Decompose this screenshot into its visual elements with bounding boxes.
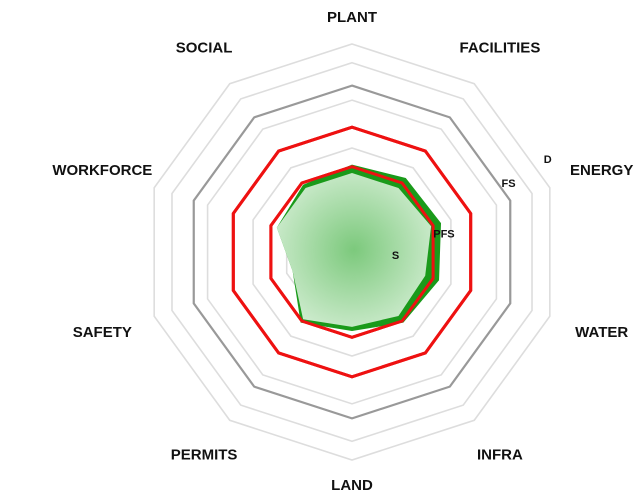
axis-label: PERMITS	[171, 447, 238, 464]
ring	[269, 165, 435, 339]
axis-label: ENERGY	[570, 162, 633, 179]
ring	[171, 61, 533, 443]
stage-label: D	[544, 154, 552, 166]
stage-label: FS	[502, 178, 516, 190]
ring	[231, 125, 473, 379]
axis-label: SOCIAL	[176, 39, 233, 56]
axis-label: FACILITIES	[459, 39, 540, 56]
ring	[192, 84, 512, 420]
axis-label: INFRA	[477, 447, 523, 464]
ring	[252, 147, 452, 357]
axis-label: WATER	[575, 324, 628, 341]
stage-label: S	[392, 250, 399, 262]
stage-label: PFS	[433, 228, 454, 240]
axis-label: PLANT	[327, 9, 377, 26]
series-area	[276, 172, 432, 327]
axis-label: SAFETY	[73, 324, 132, 341]
ring	[153, 43, 551, 461]
axis-label: LAND	[331, 477, 373, 494]
ring	[206, 99, 498, 405]
axis-label: WORKFORCE	[52, 162, 152, 179]
